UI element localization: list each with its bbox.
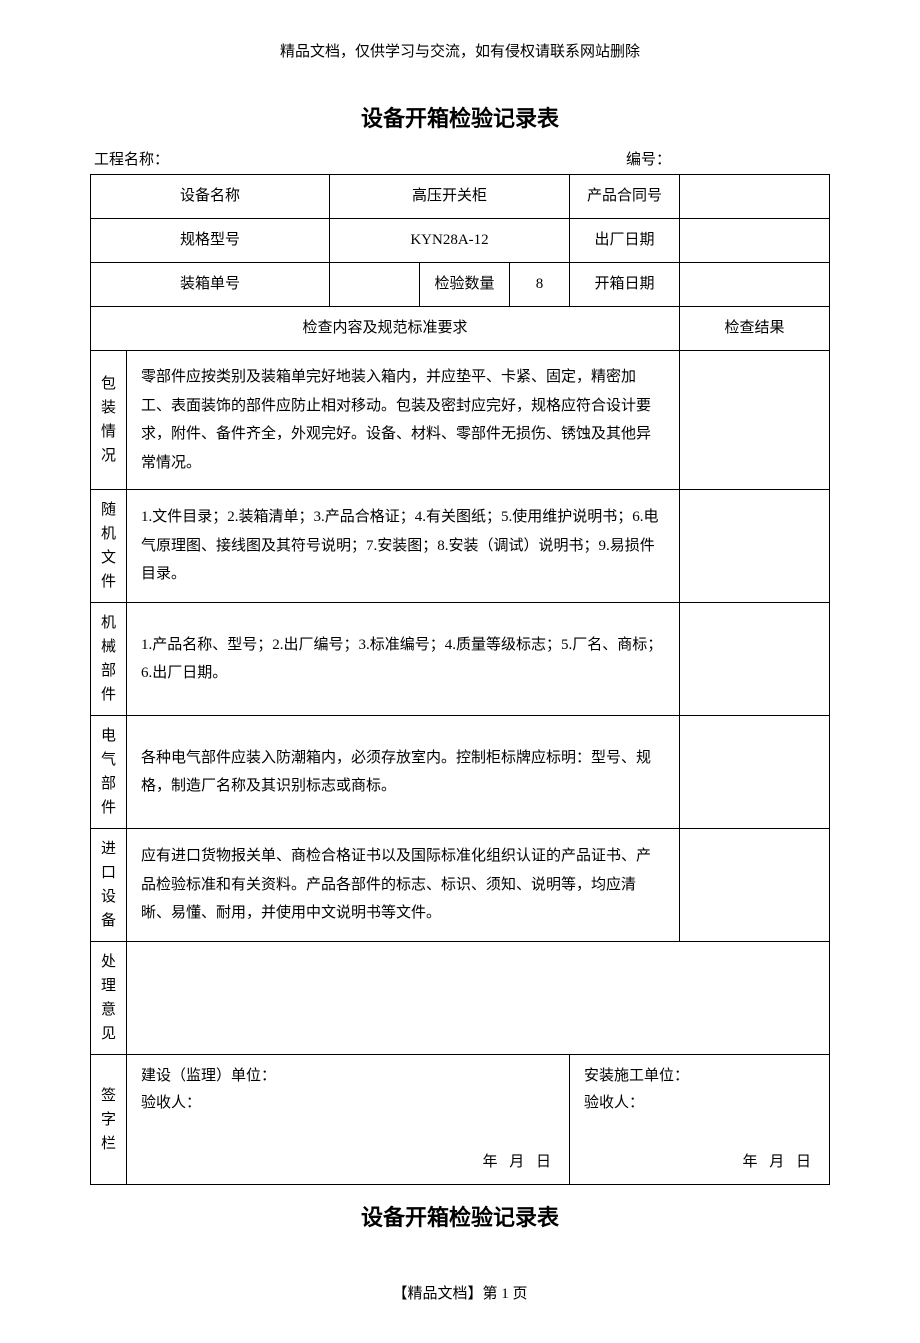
sig-right-person: 验收人： xyxy=(584,1090,819,1117)
packing-no-label: 装箱单号 xyxy=(91,263,330,307)
packaging-label: 包装情况 xyxy=(91,351,127,490)
packaging-result xyxy=(680,351,830,490)
mechanical-row: 机械部件 1.产品名称、型号；2.出厂编号；3.标准编号；4.质量等级标志；5.… xyxy=(91,603,830,716)
documents-result xyxy=(680,490,830,603)
electrical-row: 电气部件 各种电气部件应装入防潮箱内，必须存放室内。控制柜标牌应标明：型号、规格… xyxy=(91,716,830,829)
device-name-value: 高压开关柜 xyxy=(330,175,570,219)
content-header: 检查内容及规范标准要求 xyxy=(91,307,680,351)
import-content: 应有进口货物报关单、商检合格证书以及国际标准化组织认证的产品证书、产品检验标准和… xyxy=(127,829,680,942)
documents-row: 随机文件 1.文件目录；2.装箱清单；3.产品合格证；4.有关图纸；5.使用维护… xyxy=(91,490,830,603)
signature-left: 建设（监理）单位： 验收人： 年 月 日 xyxy=(127,1055,570,1185)
import-row: 进口设备 应有进口货物报关单、商检合格证书以及国际标准化组织认证的产品证书、产品… xyxy=(91,829,830,942)
signature-row: 签字栏 建设（监理）单位： 验收人： 年 月 日 安装施工单位： 验收人： 年 … xyxy=(91,1055,830,1185)
factory-date-label: 出厂日期 xyxy=(570,219,680,263)
header-note: 精品文档，仅供学习与交流，如有侵权请联系网站删除 xyxy=(90,40,830,61)
page-footer: 【精品文档】第 1 页 xyxy=(90,1282,830,1303)
import-label: 进口设备 xyxy=(91,829,127,942)
code-label: 编号： xyxy=(626,148,826,169)
signature-label: 签字栏 xyxy=(91,1055,127,1185)
result-header: 检查结果 xyxy=(680,307,830,351)
sig-left-person: 验收人： xyxy=(141,1090,559,1117)
opinion-content xyxy=(127,942,830,1055)
info-row-2: 规格型号 KYN28A-12 出厂日期 xyxy=(91,219,830,263)
section-header-row: 检查内容及规范标准要求 检查结果 xyxy=(91,307,830,351)
electrical-content: 各种电气部件应装入防潮箱内，必须存放室内。控制柜标牌应标明：型号、规格，制造厂名… xyxy=(127,716,680,829)
signature-right: 安装施工单位： 验收人： 年 月 日 xyxy=(570,1055,830,1185)
packing-no-value xyxy=(330,263,420,307)
info-row-3: 装箱单号 检验数量 8 开箱日期 xyxy=(91,263,830,307)
sig-left-unit: 建设（监理）单位： xyxy=(141,1063,559,1090)
mechanical-label: 机械部件 xyxy=(91,603,127,716)
info-row-1: 设备名称 高压开关柜 产品合同号 xyxy=(91,175,830,219)
contract-no-value xyxy=(680,175,830,219)
device-name-label: 设备名称 xyxy=(91,175,330,219)
documents-content: 1.文件目录；2.装箱清单；3.产品合格证；4.有关图纸；5.使用维护说明书；6… xyxy=(127,490,680,603)
mechanical-content: 1.产品名称、型号；2.出厂编号；3.标准编号；4.质量等级标志；5.厂名、商标… xyxy=(127,603,680,716)
sig-right-date: 年 月 日 xyxy=(742,1149,815,1176)
sig-left-date: 年 月 日 xyxy=(482,1149,555,1176)
factory-date-value xyxy=(680,219,830,263)
page-title-2: 设备开箱检验记录表 xyxy=(90,1200,830,1232)
opinion-row: 处理意见 xyxy=(91,942,830,1055)
packaging-row: 包装情况 零部件应按类别及装箱单完好地装入箱内，并应垫平、卡紧、固定，精密加工、… xyxy=(91,351,830,490)
sig-right-unit: 安装施工单位： xyxy=(584,1063,819,1090)
packaging-content: 零部件应按类别及装箱单完好地装入箱内，并应垫平、卡紧、固定，精密加工、表面装饰的… xyxy=(127,351,680,490)
project-name-label: 工程名称： xyxy=(94,148,626,169)
contract-no-label: 产品合同号 xyxy=(570,175,680,219)
spec-value: KYN28A-12 xyxy=(330,219,570,263)
meta-row: 工程名称： 编号： xyxy=(90,148,830,169)
electrical-label: 电气部件 xyxy=(91,716,127,829)
import-result xyxy=(680,829,830,942)
electrical-result xyxy=(680,716,830,829)
page-title: 设备开箱检验记录表 xyxy=(90,101,830,133)
inspect-qty-value: 8 xyxy=(510,263,570,307)
open-date-label: 开箱日期 xyxy=(570,263,680,307)
open-date-value xyxy=(680,263,830,307)
inspection-table: 设备名称 高压开关柜 产品合同号 规格型号 KYN28A-12 出厂日期 装箱单… xyxy=(90,174,830,1185)
opinion-label: 处理意见 xyxy=(91,942,127,1055)
spec-label: 规格型号 xyxy=(91,219,330,263)
mechanical-result xyxy=(680,603,830,716)
documents-label: 随机文件 xyxy=(91,490,127,603)
inspect-qty-label: 检验数量 xyxy=(420,263,510,307)
